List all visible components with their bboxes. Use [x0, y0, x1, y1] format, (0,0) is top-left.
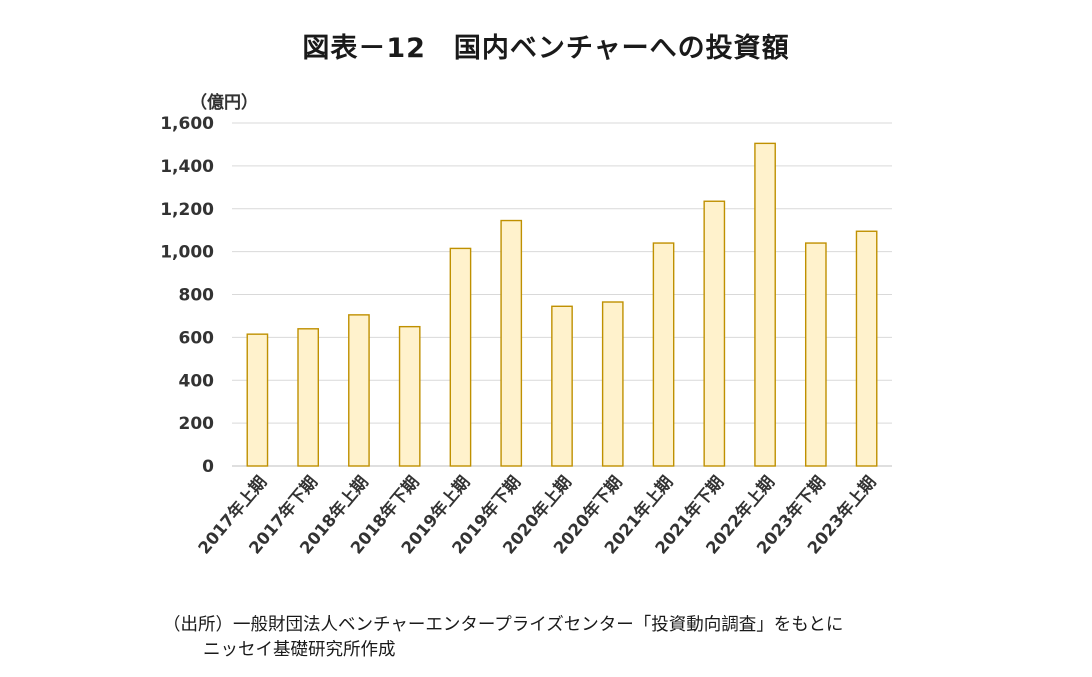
y-tick-label: 800: [179, 286, 215, 306]
source-note-line-2: ニッセイ基礎研究所作成: [203, 640, 396, 660]
y-tick-label: 1,600: [160, 114, 214, 134]
chart-title: 図表－12 国内ベンチャーへの投資額: [302, 33, 790, 64]
y-tick-label: 0: [202, 457, 214, 477]
y-tick-label: 600: [179, 328, 215, 348]
bar: [855, 230, 878, 467]
bars: [246, 142, 878, 467]
bar: [246, 333, 269, 467]
bar: [500, 219, 523, 467]
y-tick-label: 1,000: [160, 243, 214, 263]
y-tick-label: 1,200: [160, 200, 214, 220]
bar-chart: 0 200 400 600 800 1,000 1,200 1,400 1,600 2017年上…: [160, 92, 892, 558]
bar: [703, 200, 726, 467]
bar: [652, 242, 675, 467]
bar: [348, 314, 370, 467]
bar: [601, 301, 624, 467]
bar: [297, 328, 320, 467]
bar: [804, 242, 827, 467]
y-tick-label: 1,400: [160, 157, 214, 177]
y-axis-ticks: 0 200 400 600 800 1,000 1,200 1,400 1,600: [160, 114, 214, 477]
bar: [449, 247, 472, 467]
x-axis-labels: 2017年上期2017年下期2018年上期2018年下期2019年上期2019年…: [194, 472, 880, 558]
bar: [398, 325, 421, 467]
y-axis-unit-label: （億円）: [190, 92, 258, 113]
y-tick-label: 200: [179, 414, 215, 434]
bar: [551, 305, 573, 467]
y-tick-label: 400: [179, 371, 215, 391]
source-note-line-1: （出所）一般財団法人ベンチャーエンタープライズセンター「投資動向調査」をもとに: [163, 615, 844, 635]
bar: [754, 142, 776, 467]
